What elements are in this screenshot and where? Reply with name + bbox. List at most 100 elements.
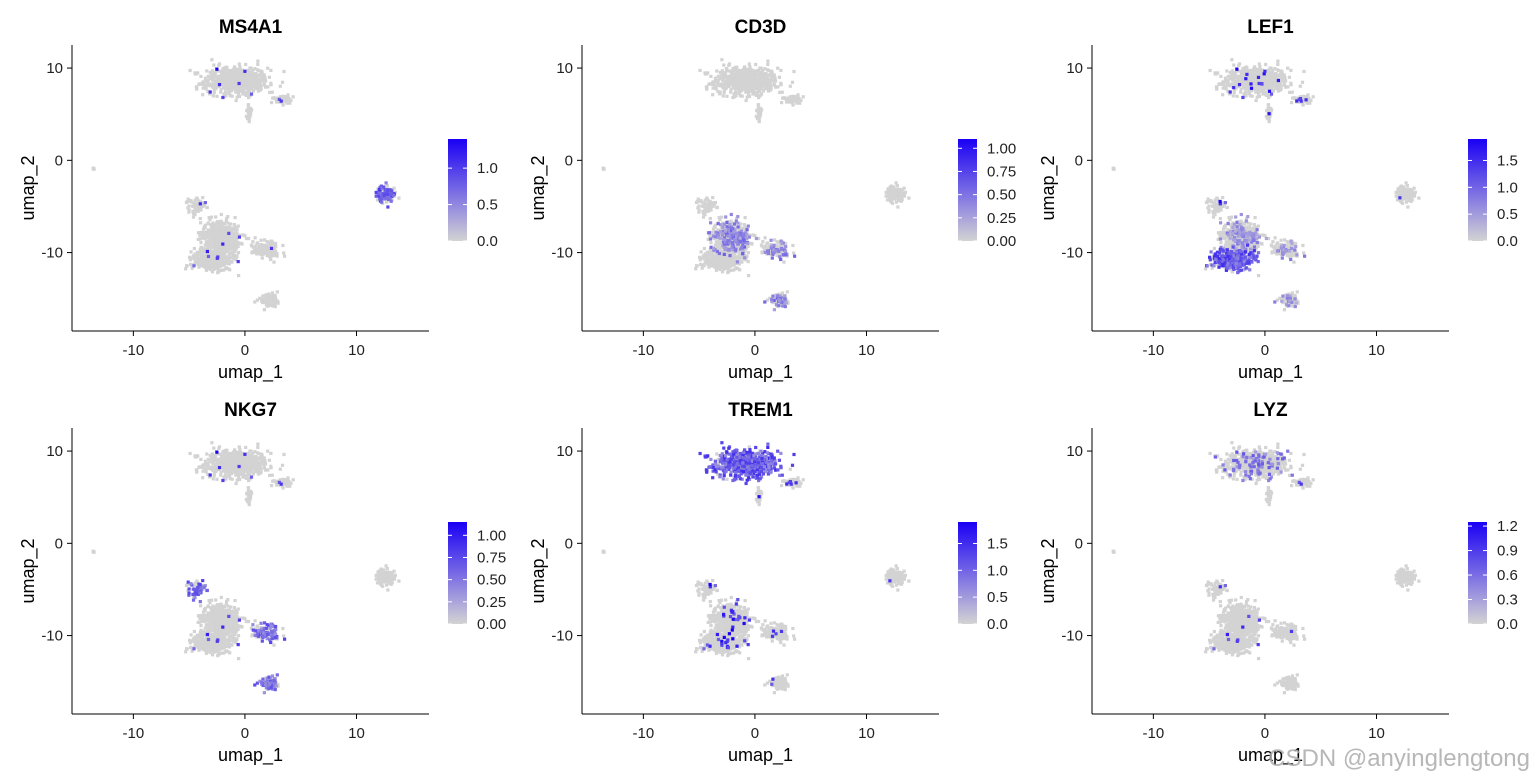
cell-point (697, 210, 701, 214)
chart-title: MS4A1 (219, 17, 283, 38)
cell-point (706, 71, 710, 75)
cell-point (1221, 204, 1225, 208)
cell-point (733, 255, 737, 259)
cell-point (718, 236, 722, 240)
cell-point (286, 97, 290, 101)
cell-point (1252, 73, 1256, 77)
cell-point (761, 79, 765, 83)
cell-point (1239, 71, 1244, 75)
cell-point (770, 76, 774, 80)
cell-point (1234, 71, 1238, 75)
cell-point (223, 250, 228, 254)
cell-point (230, 226, 234, 231)
cell-point (214, 215, 218, 219)
cell-point (766, 80, 770, 84)
cell-point (707, 256, 711, 261)
cell-point (259, 87, 263, 91)
cell-point (269, 246, 274, 250)
cell-point (737, 91, 741, 96)
cell-point (254, 86, 258, 90)
cell-point (718, 263, 722, 267)
cell-point (1267, 74, 1271, 78)
cell-point (884, 194, 888, 198)
cell-point (734, 266, 738, 270)
cell-point (752, 71, 756, 75)
cell-point (375, 198, 380, 202)
cell-point (1242, 69, 1246, 73)
cell-point (221, 242, 225, 246)
cell-point (219, 75, 223, 79)
cell-point (713, 85, 717, 89)
cell-point (204, 87, 208, 91)
cell-point (746, 224, 750, 228)
cell-point (198, 217, 202, 221)
cell-point (735, 72, 739, 76)
y-tick-label: 0 (565, 152, 573, 169)
x-tick-label: 0 (241, 342, 249, 359)
cell-point (744, 98, 748, 103)
cell-point (722, 222, 726, 226)
cell-point (196, 237, 200, 241)
cell-point (378, 197, 382, 201)
cell-point (1216, 202, 1220, 207)
cell-point (261, 74, 265, 78)
cell-point (1397, 194, 1401, 198)
cell-point (268, 243, 272, 247)
cell-point (727, 256, 731, 260)
cell-point (248, 112, 252, 116)
cell-point (775, 254, 779, 258)
cell-point (734, 82, 738, 86)
cell-point (378, 192, 382, 196)
cell-point (755, 72, 759, 76)
cell-point (1244, 82, 1248, 86)
y-tick-label: 10 (46, 60, 63, 77)
cell-point (267, 304, 271, 308)
cell-point (899, 191, 903, 195)
cell-point (1243, 95, 1247, 99)
cell-point (219, 87, 223, 91)
x-tick-label: 10 (348, 342, 365, 359)
cell-point (738, 240, 742, 244)
cell-point (211, 78, 215, 82)
cell-point (742, 248, 746, 253)
cell-point (713, 265, 717, 269)
cell-point (229, 222, 233, 226)
cell-point (262, 245, 266, 249)
cell-point (722, 229, 726, 233)
cell-point (228, 260, 232, 264)
cell-point (756, 117, 760, 121)
cell-point (716, 254, 720, 259)
cell-point (745, 233, 749, 237)
cell-point (1282, 80, 1286, 84)
colorbar-tick-label: 0.50 (987, 187, 1016, 204)
cell-point (781, 304, 785, 308)
cell-point (708, 199, 712, 204)
cell-point (223, 235, 227, 239)
cell-point (1280, 78, 1284, 82)
cell-point (798, 101, 802, 105)
cell-point (224, 82, 228, 86)
cell-point (748, 241, 752, 245)
cell-point (760, 86, 764, 91)
cell-point (392, 186, 396, 190)
cell-point (753, 233, 757, 238)
cell-point (752, 91, 756, 95)
cell-point (701, 215, 706, 219)
cell-point (696, 206, 700, 210)
cell-point (270, 241, 274, 245)
cell-point (208, 243, 212, 247)
cell-point (744, 243, 748, 247)
cell-point (249, 243, 253, 247)
cell-point (248, 70, 252, 74)
cell-point (219, 219, 223, 223)
cell-point (1284, 79, 1288, 83)
cell-point (1406, 205, 1410, 209)
cell-point (269, 81, 273, 85)
cell-point (1298, 84, 1302, 88)
cell-point (760, 70, 764, 74)
cell-point (237, 93, 241, 97)
cell-point (239, 78, 243, 82)
cell-point (270, 303, 274, 307)
cell-point (716, 261, 720, 265)
cell-point (731, 248, 735, 252)
